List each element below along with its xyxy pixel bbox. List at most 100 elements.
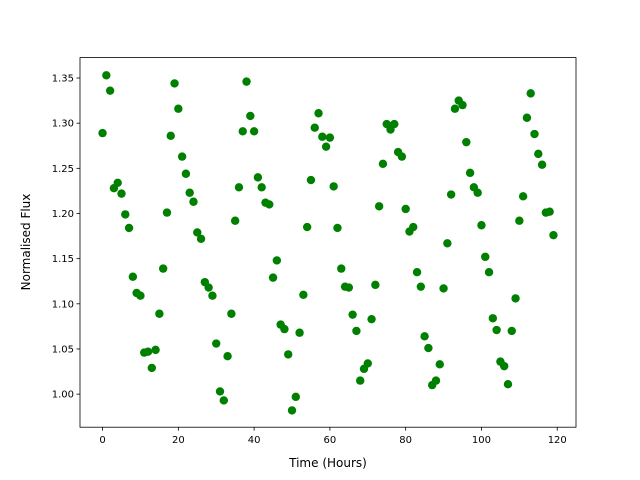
data-point	[412, 268, 422, 277]
data-point	[390, 119, 399, 129]
y-tick-label: 1.35	[52, 74, 74, 85]
data-point	[462, 137, 471, 147]
data-point	[424, 343, 433, 353]
y-tick-label: 1.00	[52, 390, 74, 401]
data-point	[503, 380, 513, 389]
data-point	[416, 282, 426, 291]
data-point	[124, 223, 134, 233]
x-axis-label: Time (Hours)	[288, 456, 367, 470]
data-point	[378, 159, 388, 169]
y-tick-label: 1.15	[52, 254, 74, 265]
data-point	[310, 123, 319, 132]
x-tick-label: 100	[472, 435, 491, 446]
data-point	[166, 131, 175, 141]
data-point	[401, 204, 410, 214]
data-point	[295, 328, 304, 337]
data-point	[371, 280, 380, 290]
data-point	[158, 264, 168, 273]
data-point	[291, 392, 300, 402]
data-point	[174, 104, 183, 113]
data-point	[420, 332, 429, 341]
data-point	[234, 183, 244, 192]
x-tick-label: 0	[99, 435, 105, 446]
y-tick-label: 1.25	[52, 164, 74, 175]
data-point	[526, 89, 535, 98]
data-point	[193, 228, 202, 237]
x-tick-label: 120	[548, 435, 567, 446]
data-point	[352, 326, 361, 336]
data-point	[314, 109, 323, 118]
x-tick-label: 60	[324, 435, 337, 446]
data-point	[446, 190, 456, 199]
data-point	[537, 160, 547, 169]
data-point	[473, 188, 482, 197]
data-point	[280, 324, 289, 334]
data-point	[522, 113, 532, 122]
data-point	[136, 291, 145, 300]
y-axis-label: Normalised Flux	[19, 194, 33, 291]
data-point	[204, 283, 213, 292]
data-point	[238, 127, 247, 136]
data-point	[367, 314, 376, 324]
x-tick-label: 80	[399, 435, 412, 446]
data-point	[356, 376, 365, 385]
data-point	[344, 283, 354, 292]
data-point	[185, 188, 194, 197]
data-point	[333, 223, 342, 233]
y-tick-label: 1.10	[52, 299, 74, 310]
data-point	[212, 339, 221, 348]
data-point	[147, 363, 157, 373]
data-point	[409, 222, 418, 232]
data-point	[325, 133, 335, 142]
y-tick-label: 1.05	[52, 344, 74, 355]
data-point	[439, 284, 448, 293]
data-point	[321, 142, 331, 151]
data-point	[265, 200, 274, 209]
x-tick-label: 20	[172, 435, 185, 446]
data-point	[253, 173, 263, 182]
data-point	[227, 309, 236, 318]
data-point	[488, 314, 498, 323]
data-point	[515, 216, 524, 225]
data-point	[374, 202, 384, 211]
data-point	[518, 192, 528, 201]
data-point	[181, 169, 191, 178]
data-point	[284, 350, 293, 359]
data-point	[499, 361, 509, 371]
data-point	[128, 272, 138, 281]
data-point	[230, 216, 240, 225]
data-point	[329, 182, 338, 191]
data-point	[545, 207, 554, 216]
data-point	[443, 239, 452, 248]
data-point	[257, 183, 266, 192]
data-point	[302, 222, 312, 232]
data-point	[348, 310, 357, 319]
data-point	[431, 376, 441, 385]
data-point	[287, 406, 297, 415]
data-point	[549, 230, 558, 240]
data-point	[98, 128, 107, 138]
data-point	[272, 256, 282, 265]
data-point	[162, 208, 172, 217]
data-point	[208, 291, 217, 300]
data-point	[530, 129, 539, 139]
data-point	[102, 71, 111, 80]
data-point	[268, 273, 278, 282]
data-point	[337, 264, 346, 273]
data-point	[511, 294, 520, 303]
data-point	[246, 111, 255, 121]
data-point	[465, 168, 475, 178]
data-point	[435, 360, 444, 369]
data-point	[223, 352, 232, 361]
data-point	[121, 210, 130, 219]
axes-frame	[79, 57, 577, 428]
data-point	[219, 396, 228, 405]
data-point	[458, 100, 467, 110]
data-point	[481, 252, 490, 262]
data-point	[492, 325, 501, 335]
data-point	[299, 290, 308, 299]
data-point	[117, 189, 126, 198]
data-point	[318, 132, 327, 141]
